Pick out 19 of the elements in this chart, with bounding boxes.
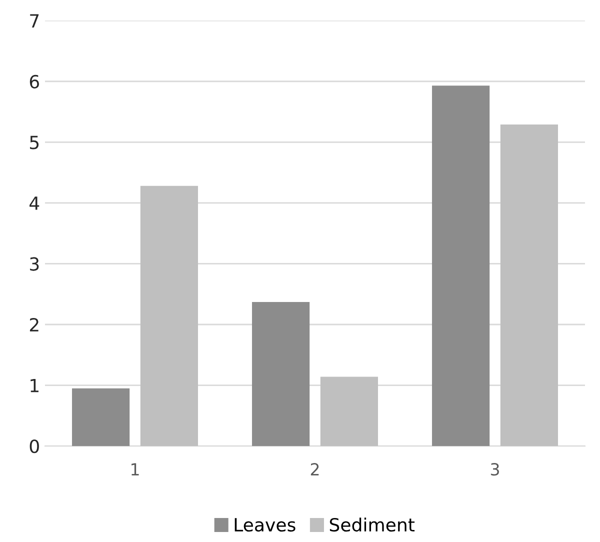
y-tick-label: 1 <box>30 378 38 392</box>
legend-label: Leaves <box>234 518 296 532</box>
bar <box>72 388 130 446</box>
y-tick-label: 7 <box>30 14 39 28</box>
y-tick-label: 6 <box>30 74 39 88</box>
bar <box>432 86 490 446</box>
x-tick-label: 3 <box>490 463 499 476</box>
y-tick-label: 0 <box>30 440 39 454</box>
bar <box>320 376 378 446</box>
y-tick-label: 3 <box>30 257 39 271</box>
y-tick-label: 2 <box>30 318 38 332</box>
x-tick-label: 2 <box>310 463 319 476</box>
legend-label: Sediment <box>330 518 415 532</box>
y-tick-label: 5 <box>30 136 39 150</box>
bar <box>252 302 310 446</box>
bar <box>500 124 558 446</box>
x-tick-label: 1 <box>132 463 139 476</box>
bar <box>140 186 198 446</box>
y-tick-label: 4 <box>30 196 40 210</box>
